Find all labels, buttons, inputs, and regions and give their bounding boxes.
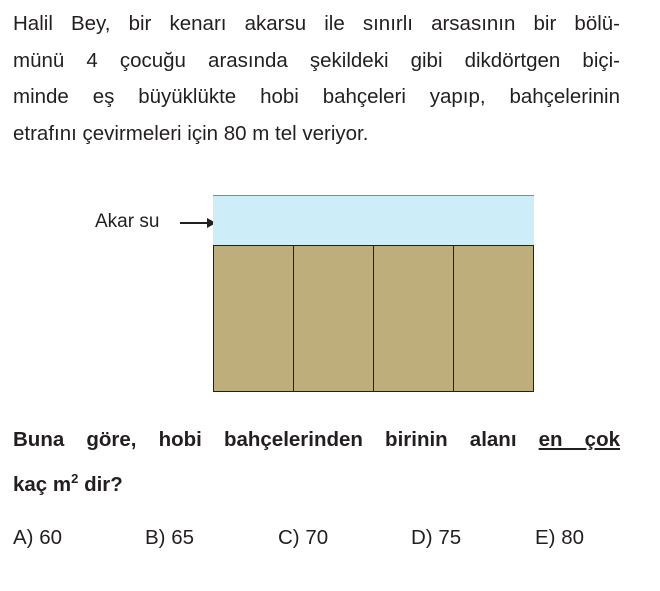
arrow-icon: [180, 219, 216, 227]
option-e[interactable]: E) 80: [535, 526, 584, 549]
question-text: dir?: [78, 472, 123, 496]
question-text: Buna göre, hobi bahçelerinden birinin al…: [13, 428, 539, 451]
garden-plot: [454, 246, 533, 391]
option-c[interactable]: C) 70: [278, 526, 329, 549]
problem-text: Halil Bey, bir kenarı akarsu ile sınırlı…: [13, 6, 620, 152]
problem-line: minde eş büyüklükte hobi bahçeleri yapıp…: [13, 85, 620, 108]
option-a[interactable]: A) 60: [13, 526, 62, 549]
problem-line: etrafını çevirmeleri için 80 m tel veriy…: [13, 121, 369, 145]
question: Buna göre, hobi bahçelerinden birinin al…: [13, 420, 620, 504]
question-emphasis: en çok: [538, 428, 620, 451]
garden-plot: [294, 246, 374, 391]
option-b[interactable]: B) 65: [145, 526, 194, 549]
garden-plot: [214, 246, 294, 391]
option-d[interactable]: D) 75: [411, 526, 462, 549]
gardens: [213, 245, 534, 392]
problem-line: münü 4 çocuğu arasında şekildeki gibi di…: [13, 48, 620, 72]
problem-line: Halil Bey, bir kenarı akarsu ile sınırlı…: [13, 12, 620, 35]
question-text: kaç m: [13, 472, 72, 496]
superscript: 2: [71, 471, 79, 486]
river: [213, 195, 534, 246]
garden-plot: [374, 246, 454, 391]
river-label: Akar su: [95, 211, 160, 232]
